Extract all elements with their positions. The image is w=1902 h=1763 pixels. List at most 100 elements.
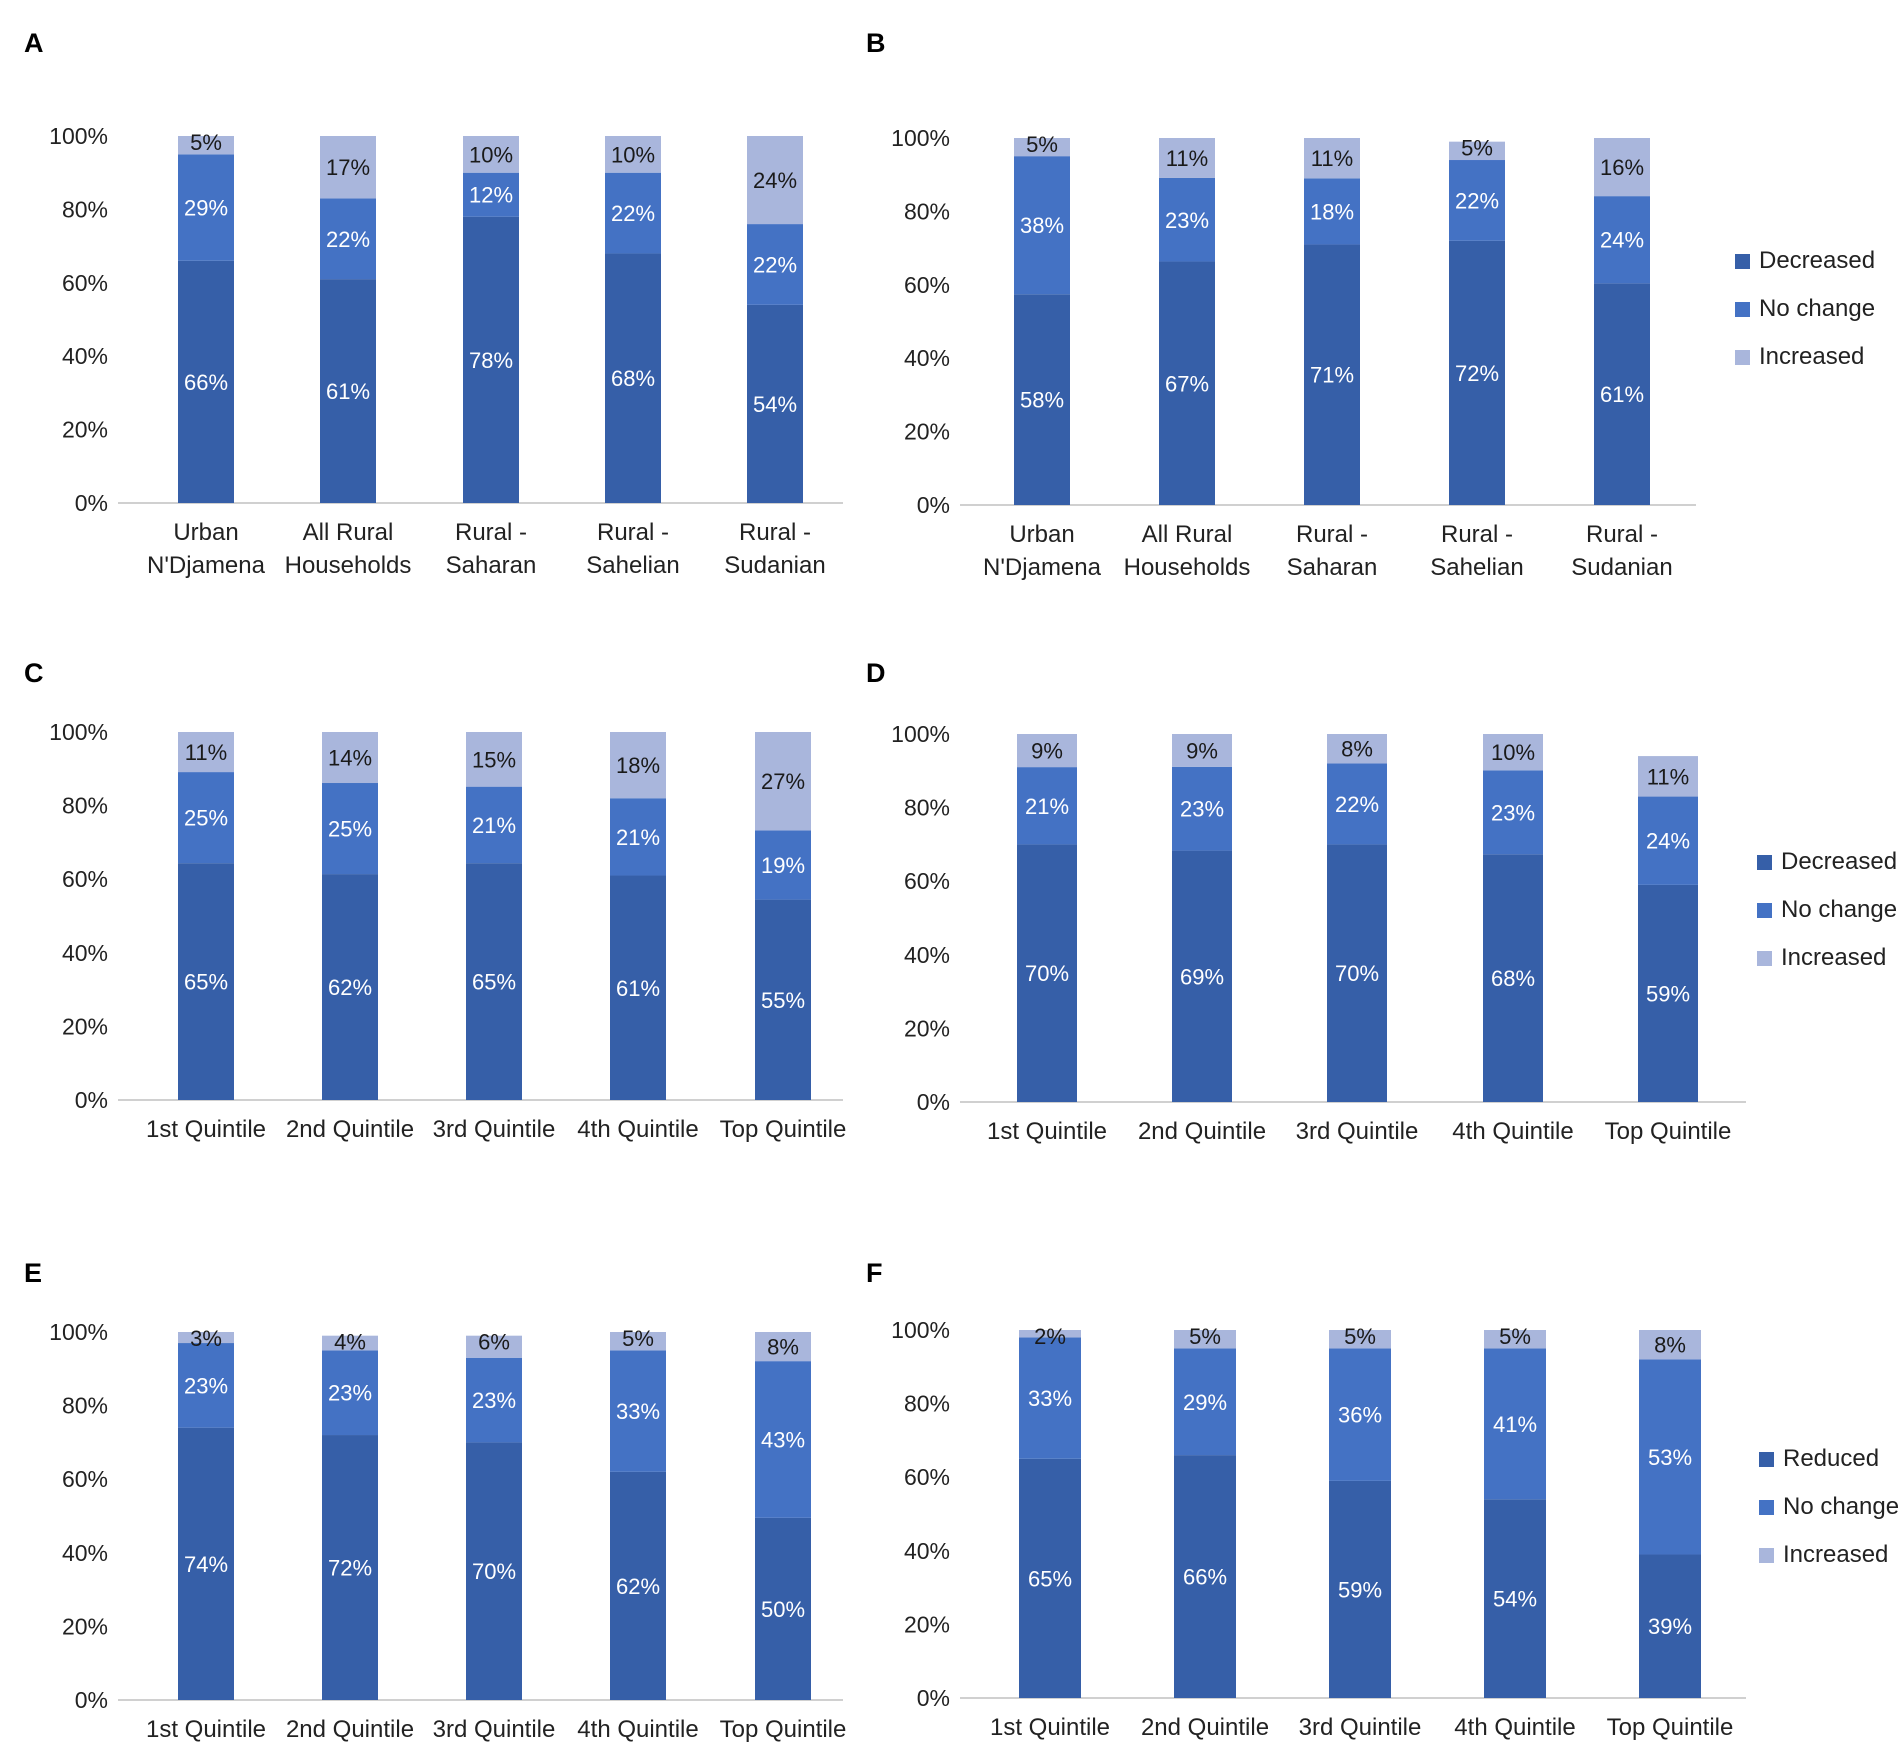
panel-d-category-label: 1st Quintile — [987, 1118, 1107, 1145]
panel-f-bar-increased — [1174, 1330, 1236, 1349]
panel-b-bar-decreased — [1449, 240, 1505, 505]
panel-e-data-label: 70% — [472, 1559, 516, 1584]
panel-a-data-label: 5% — [190, 130, 222, 155]
panel-d-bar-increased — [1172, 734, 1232, 767]
legend-label: No change — [1783, 1493, 1899, 1520]
panel-a-y-tick: 40% — [62, 343, 108, 369]
panel-e-y-tick: 0% — [75, 1687, 108, 1713]
panel-a-letter: A — [24, 28, 44, 58]
panel-c-data-label: 18% — [616, 753, 660, 778]
panel-a-y-tick: 20% — [62, 417, 108, 443]
panel-d-bar-increased — [1327, 734, 1387, 764]
panel-d-data-label: 69% — [1180, 964, 1224, 989]
panel-d-data-label: 70% — [1335, 961, 1379, 986]
panel-e-bar-no-change — [755, 1361, 811, 1518]
panel-c-category-label: Top Quintile — [720, 1116, 847, 1143]
panel-b-data-label: 16% — [1600, 155, 1644, 180]
panel-f-bar-increased — [1019, 1330, 1081, 1338]
panel-d-legend: Decreased No change Increased — [1757, 848, 1897, 971]
panel-e-bar-decreased — [610, 1471, 666, 1700]
panel-d-category-label: 4th Quintile — [1452, 1118, 1573, 1145]
panel-b-bar-decreased — [1594, 283, 1650, 505]
panel-b-data-label: 72% — [1455, 361, 1499, 386]
panel-c: C 0% 20% 40% 60% 80% 100% 65% 25% 11% 1st Quintile… — [24, 658, 846, 1143]
panel-f-data-label: 5% — [1344, 1324, 1376, 1349]
panel-e: E 0% 20% 40% 60% 80% 100% 74% 23% 3% 1st Quintile 7… — [24, 1258, 846, 1743]
panel-c-y-tick: 40% — [62, 940, 108, 966]
panel-f-y-tick: 80% — [904, 1391, 950, 1417]
legend-label: Increased — [1759, 343, 1864, 370]
panel-c-data-label: 19% — [761, 853, 805, 878]
panel-a-data-label: 29% — [184, 196, 228, 221]
panel-f-y-tick: 40% — [904, 1538, 950, 1564]
panel-d-data-label: 70% — [1025, 961, 1069, 986]
panel-a-data-label: 22% — [753, 252, 797, 277]
legend-swatch — [1759, 1452, 1774, 1467]
panel-d-bar-no-change — [1483, 770, 1543, 855]
panel-c-y-tick: 80% — [62, 793, 108, 819]
panel-d-letter: D — [866, 658, 886, 688]
panel-b-category-label: Rural - — [1441, 521, 1513, 548]
panel-a-data-label: 22% — [326, 227, 370, 252]
panel-f-bar-no-change — [1019, 1337, 1081, 1459]
panel-b-bar-no-change — [1304, 178, 1360, 245]
panel-c-bar-increased — [610, 732, 666, 799]
panel-b-category-label: N'Djamena — [983, 554, 1102, 581]
panel-b-letter: B — [866, 28, 886, 58]
panel-f-bar-reduced — [1484, 1499, 1546, 1698]
legend-label: Decreased — [1759, 247, 1875, 274]
panel-e-y-tick: 100% — [49, 1319, 108, 1345]
panel-d-data-label: 8% — [1341, 737, 1373, 762]
panel-a-data-label: 61% — [326, 379, 370, 404]
panel-b-data-label: 67% — [1165, 371, 1209, 396]
panel-d-data-label: 10% — [1491, 740, 1535, 765]
panel-e-data-label: 43% — [761, 1427, 805, 1452]
panel-a-data-label: 17% — [326, 155, 370, 180]
panel-a-bar-no-change — [178, 154, 234, 261]
panel-b-data-label: 11% — [1311, 146, 1353, 171]
panel-e-bar-no-change — [466, 1357, 522, 1443]
panel-f-data-label: 5% — [1499, 1324, 1531, 1349]
panel-f-data-label: 41% — [1493, 1412, 1537, 1437]
panel-b-bar-increased — [1594, 138, 1650, 197]
panel-c-bar-decreased — [610, 875, 666, 1100]
panel-f-bar-reduced — [1019, 1458, 1081, 1698]
panel-f-data-label: 66% — [1183, 1565, 1227, 1590]
panel-e-category-label: 3rd Quintile — [433, 1716, 556, 1743]
panel-d-data-label: 9% — [1186, 738, 1218, 763]
panel-a-category-label: Rural - — [455, 519, 527, 546]
panel-e-data-label: 23% — [184, 1373, 228, 1398]
panel-d-bar-no-change — [1017, 767, 1077, 845]
panel-e-bar-increased — [466, 1335, 522, 1358]
panel-e-data-label: 4% — [334, 1330, 366, 1355]
panel-d-y-tick: 60% — [904, 868, 950, 894]
panel-c-bar-increased — [178, 732, 234, 773]
panel-c-data-label: 11% — [185, 740, 227, 765]
panel-b-category-label: Households — [1124, 554, 1251, 581]
panel-f-data-label: 54% — [1493, 1587, 1537, 1612]
panel-e-y-tick: 60% — [62, 1466, 108, 1492]
panel-e-data-label: 50% — [761, 1597, 805, 1622]
panel-d-bar-decreased — [1483, 854, 1543, 1102]
panel-f-data-label: 53% — [1648, 1445, 1692, 1470]
panel-f-bar-no-change — [1174, 1348, 1236, 1456]
panel-d-bar-decreased — [1017, 844, 1077, 1102]
panel-a-bar-decreased — [463, 216, 519, 504]
panel-b-category-label: Urban — [1009, 521, 1074, 548]
panel-e-category-label: Top Quintile — [720, 1716, 847, 1743]
panel-a-y-tick: 60% — [62, 270, 108, 296]
panel-a-category-label: All Rural — [303, 519, 394, 546]
panel-a-bar-no-change — [463, 172, 519, 217]
panel-c-data-label: 25% — [184, 806, 228, 831]
panel-e-category-label: 4th Quintile — [577, 1716, 698, 1743]
panel-d-y-tick: 20% — [904, 1015, 950, 1041]
legend-swatch — [1759, 1548, 1774, 1563]
panel-a-bar-increased — [605, 136, 661, 173]
panel-b-bar-no-change — [1014, 156, 1070, 295]
panel-d-bar-increased — [1017, 734, 1077, 768]
panel-d-bar-decreased — [1638, 884, 1698, 1102]
legend-swatch — [1759, 1500, 1774, 1515]
panel-b-bar-increased — [1304, 138, 1360, 179]
panel-d-y-tick: 80% — [904, 795, 950, 821]
